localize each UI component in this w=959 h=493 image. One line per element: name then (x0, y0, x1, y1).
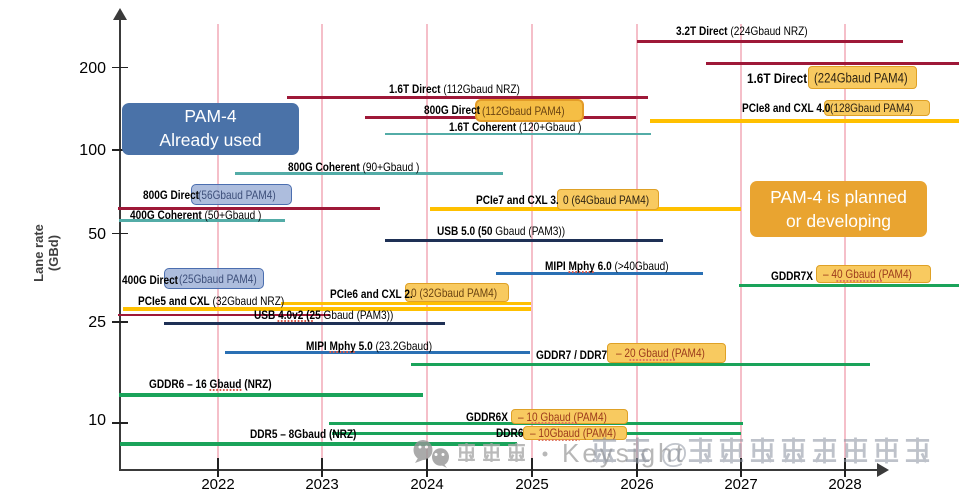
svg-text:Keysight: Keysight (562, 438, 686, 468)
svg-text:@: @ (660, 438, 688, 469)
